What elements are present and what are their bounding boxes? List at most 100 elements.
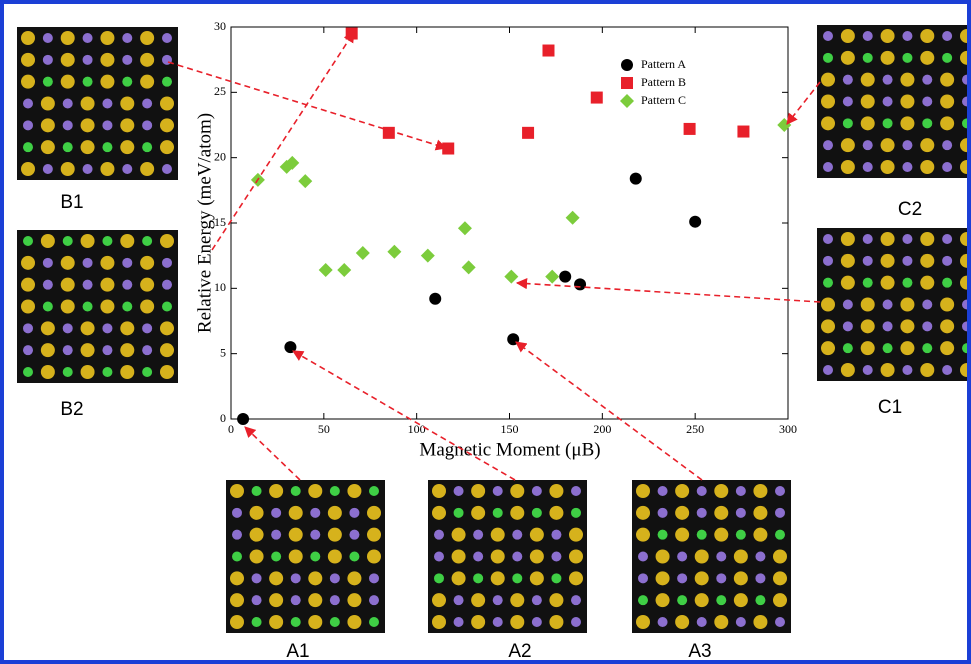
atom xyxy=(860,116,875,131)
atom xyxy=(490,549,505,564)
atom xyxy=(308,593,323,608)
inset xyxy=(817,25,967,178)
atom xyxy=(432,484,446,498)
atom xyxy=(962,118,967,129)
inset xyxy=(17,230,178,383)
atom xyxy=(922,343,933,354)
atom xyxy=(735,529,746,540)
point xyxy=(629,172,642,185)
atom xyxy=(920,138,935,153)
point xyxy=(565,210,580,225)
atom xyxy=(840,232,855,246)
atom xyxy=(510,484,525,498)
atom xyxy=(655,549,670,564)
atom xyxy=(42,257,53,268)
atom xyxy=(23,120,33,131)
y-tick-label: 5 xyxy=(220,345,226,359)
atom xyxy=(40,343,55,358)
atom xyxy=(531,595,542,606)
atom xyxy=(327,527,342,542)
point xyxy=(461,260,476,275)
atom xyxy=(142,367,153,377)
atom xyxy=(100,277,115,292)
atom xyxy=(531,617,542,627)
atom xyxy=(369,617,379,627)
atom xyxy=(369,573,379,584)
atom xyxy=(714,527,729,542)
atom xyxy=(290,486,301,496)
atom xyxy=(860,319,875,334)
atom xyxy=(753,484,768,498)
atom xyxy=(21,255,35,270)
atom xyxy=(860,341,875,356)
atom xyxy=(942,255,953,266)
atom xyxy=(80,343,95,358)
atom xyxy=(490,571,505,586)
atom xyxy=(755,551,766,562)
atom xyxy=(657,617,668,627)
atom xyxy=(823,140,833,151)
atom xyxy=(142,236,153,246)
point xyxy=(337,263,352,278)
legend-label: Pattern C xyxy=(641,93,686,107)
point xyxy=(382,126,395,139)
atom xyxy=(823,255,833,266)
atom xyxy=(42,54,53,65)
atom xyxy=(160,365,174,379)
atom xyxy=(694,571,709,586)
atom xyxy=(753,505,768,520)
atom xyxy=(140,74,155,89)
arrow xyxy=(292,350,516,481)
atom xyxy=(922,299,933,310)
atom xyxy=(471,505,486,520)
atom xyxy=(82,54,93,65)
atom xyxy=(696,486,707,496)
atom xyxy=(862,234,873,244)
atom xyxy=(82,33,93,43)
atom xyxy=(571,486,581,496)
atom xyxy=(716,573,727,584)
atom xyxy=(42,279,53,290)
atom xyxy=(677,595,688,606)
atom xyxy=(962,343,967,354)
atom xyxy=(251,617,262,627)
atom xyxy=(269,593,284,608)
atom xyxy=(922,321,933,332)
atom xyxy=(922,96,933,107)
atom xyxy=(453,617,464,627)
atom xyxy=(102,98,113,109)
atom xyxy=(80,365,95,379)
point xyxy=(442,142,455,155)
atom xyxy=(512,551,523,562)
atom xyxy=(492,486,503,496)
atom xyxy=(232,551,242,562)
atom xyxy=(62,236,73,246)
atom xyxy=(251,595,262,606)
atom xyxy=(675,527,690,542)
inset xyxy=(817,228,967,381)
atom xyxy=(271,507,282,518)
atom xyxy=(60,162,75,176)
atom xyxy=(40,365,55,379)
atom xyxy=(82,257,93,268)
atom xyxy=(40,96,55,111)
atom xyxy=(551,573,562,584)
atom xyxy=(23,323,33,334)
point xyxy=(298,174,313,189)
atom xyxy=(162,76,172,87)
atom xyxy=(451,549,466,564)
atom xyxy=(62,120,73,131)
atom xyxy=(902,162,913,172)
atom xyxy=(60,277,75,292)
arrow xyxy=(244,426,301,481)
atom xyxy=(271,529,282,540)
atom xyxy=(735,507,746,518)
atom xyxy=(288,527,303,542)
atom xyxy=(434,551,444,562)
atom xyxy=(840,50,855,65)
atom xyxy=(714,615,729,629)
atom xyxy=(492,595,503,606)
point xyxy=(590,91,603,104)
atom xyxy=(122,54,133,65)
atom xyxy=(962,96,967,107)
